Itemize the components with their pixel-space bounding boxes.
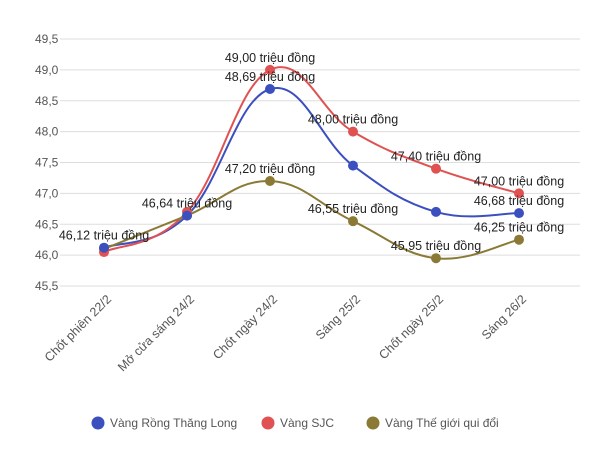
y-tick-label: 48,0: [35, 125, 59, 139]
y-tick-label: 48,5: [35, 94, 59, 108]
data-label: 47,20 triệu đồng: [225, 162, 315, 176]
y-tick-label: 49,0: [35, 63, 59, 77]
data-label: 49,00 triệu đồng: [225, 51, 315, 65]
legend: Vàng Rồng Thăng Long Vàng SJC Vàng Thế giớ…: [91, 416, 499, 430]
legend-marker-2[interactable]: [261, 416, 275, 430]
legend-label-2[interactable]: Vàng SJC: [280, 416, 334, 430]
y-tick-label: 46,0: [35, 248, 59, 262]
data-point[interactable]: [514, 208, 524, 219]
data-point[interactable]: [348, 126, 358, 137]
x-tick-label: Sáng 25/2: [313, 292, 363, 342]
point-layer: [99, 64, 524, 264]
legend-marker-1[interactable]: [91, 416, 105, 430]
x-tick-label: Chốt ngày 25/2: [376, 292, 446, 362]
legend-label-1[interactable]: Vàng Rồng Thăng Long: [110, 416, 237, 430]
data-point[interactable]: [348, 160, 358, 171]
y-tick-label: 47,5: [35, 156, 59, 170]
data-label: 46,12 triệu đồng: [59, 229, 149, 243]
data-point[interactable]: [99, 242, 109, 253]
data-label: 47,40 triệu đồng: [391, 150, 481, 164]
data-label: 48,00 triệu đồng: [308, 113, 398, 127]
data-label: 47,00 triệu đồng: [474, 174, 564, 188]
x-tick-label: Chốt phiên 22/2: [42, 292, 114, 364]
series-line-3: [103, 180, 520, 260]
data-point[interactable]: [265, 64, 275, 75]
data-point[interactable]: [514, 234, 524, 245]
data-label: 46,25 triệu đồng: [474, 221, 564, 235]
legend-marker-3[interactable]: [366, 416, 380, 430]
data-label: 46,55 triệu đồng: [308, 202, 398, 216]
data-point[interactable]: [514, 188, 524, 199]
data-label: 46,64 triệu đồng: [142, 197, 232, 211]
x-tick-label: Sáng 26/2: [479, 292, 529, 342]
data-point[interactable]: [265, 84, 275, 95]
legend-label-3[interactable]: Vàng Thế giới qui đổi: [385, 416, 499, 430]
data-point[interactable]: [348, 216, 358, 227]
y-tick-label: 49,5: [35, 32, 59, 46]
data-label: 46,68 triệu đồng: [474, 194, 564, 208]
grid-layer: 49,5 49,0 48,5 48,0 47,5 47,0 46,5 46,0 45,5: [35, 32, 580, 293]
x-axis-ticks: Chốt phiên 22/2 Mở cửa sáng 24/2 Chốt ngày…: [42, 292, 529, 374]
data-label: 45,95 triệu đồng: [391, 239, 481, 253]
data-point[interactable]: [265, 176, 275, 187]
data-label-layer: 46,12 triệu đồng 48,69 triệu đồng 46,68 tr…: [59, 51, 564, 253]
x-tick-label: Mở cửa sáng 24/2: [115, 292, 197, 374]
data-label: 48,69 triệu đồng: [225, 70, 315, 84]
x-tick-label: Chốt ngày 24/2: [210, 292, 280, 362]
y-tick-label: 47,0: [35, 186, 59, 200]
data-point[interactable]: [182, 210, 192, 221]
data-point[interactable]: [431, 206, 441, 217]
y-tick-label: 45,5: [35, 279, 59, 293]
data-point[interactable]: [431, 253, 441, 264]
data-point[interactable]: [431, 163, 441, 174]
y-tick-label: 46,5: [35, 217, 59, 231]
